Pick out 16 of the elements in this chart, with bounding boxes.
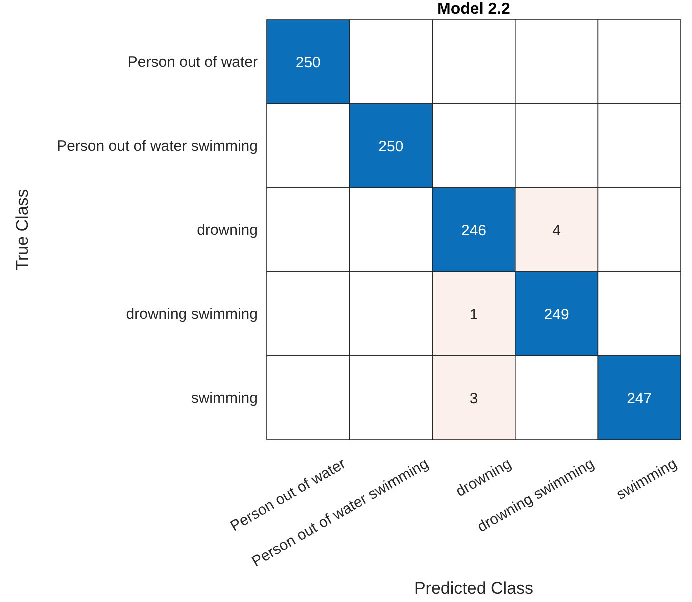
y-tick-label: Person out of water swimming bbox=[57, 138, 258, 155]
data-label: 3 bbox=[470, 390, 478, 408]
y-tick-label: Person out of water bbox=[128, 54, 258, 71]
data-label: 250 bbox=[378, 138, 404, 156]
data-label: 249 bbox=[544, 306, 570, 324]
data-label: 1 bbox=[470, 306, 478, 324]
y-tick-label: swimming bbox=[191, 390, 258, 407]
x-axis-title: Predicted Class bbox=[414, 579, 534, 598]
data-label: 4 bbox=[552, 222, 561, 240]
data-label: 250 bbox=[296, 54, 321, 72]
data-label: 246 bbox=[461, 222, 487, 240]
y-tick-label: drowning swimming bbox=[126, 306, 258, 323]
data-label: 247 bbox=[627, 390, 652, 408]
y-axis-title: True Class bbox=[13, 189, 32, 271]
y-tick-label: drowning bbox=[197, 222, 258, 239]
chart-title: Model 2.2 bbox=[438, 1, 511, 18]
